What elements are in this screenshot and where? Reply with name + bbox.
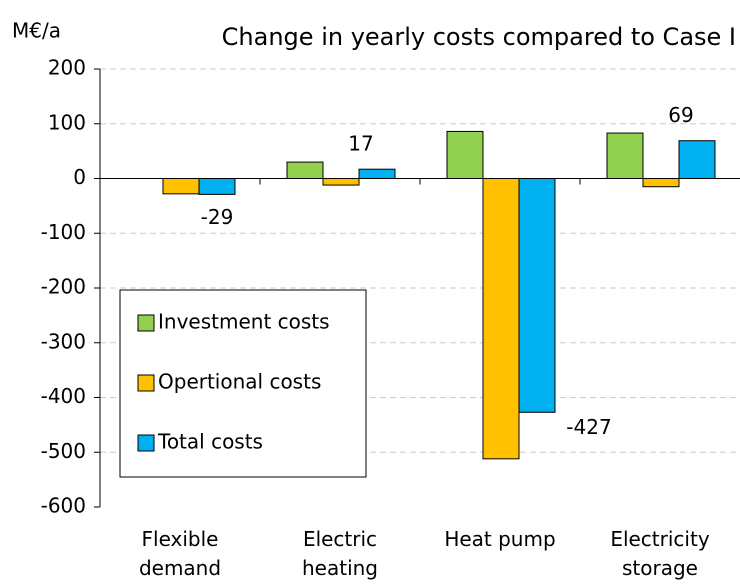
chart-title: Change in yearly costs compared to Case … bbox=[222, 23, 736, 51]
y-tick-label: -100 bbox=[41, 220, 86, 244]
y-tick-label: 0 bbox=[73, 165, 86, 189]
y-tick-label: 200 bbox=[48, 56, 86, 80]
legend-swatch bbox=[137, 374, 155, 392]
legend-label: Opertional costs bbox=[158, 370, 321, 394]
bar bbox=[162, 178, 200, 195]
y-tick-label: -500 bbox=[41, 439, 86, 463]
legend-label: Total costs bbox=[157, 430, 263, 454]
y-tick-label: -400 bbox=[41, 384, 86, 408]
bar bbox=[678, 140, 716, 180]
bar bbox=[446, 130, 484, 179]
bar bbox=[642, 178, 680, 188]
x-tick-label: Electricity storage bbox=[610, 527, 710, 580]
data-label: 17 bbox=[348, 132, 373, 156]
legend-swatch bbox=[137, 434, 155, 452]
data-label: -427 bbox=[566, 415, 611, 439]
x-tick-label: Heat pump bbox=[444, 527, 556, 551]
y-tick-label: -600 bbox=[41, 494, 86, 518]
bar bbox=[322, 178, 360, 186]
legend-swatch bbox=[137, 314, 155, 332]
bar bbox=[518, 178, 556, 413]
legend-box bbox=[119, 289, 367, 478]
data-label: 69 bbox=[668, 103, 693, 127]
bar bbox=[198, 178, 236, 195]
y-tick-label: -300 bbox=[41, 329, 86, 353]
x-tick-label: Electric heating bbox=[301, 527, 378, 580]
legend-label: Investment costs bbox=[158, 310, 330, 334]
x-tick-label: Flexible demand bbox=[138, 527, 222, 580]
y-tick-label: 100 bbox=[48, 110, 86, 134]
bar bbox=[358, 168, 396, 180]
bar bbox=[482, 178, 520, 460]
bar bbox=[606, 132, 644, 179]
y-axis-label: M€/a bbox=[12, 19, 61, 43]
data-label: -29 bbox=[201, 205, 234, 229]
bar bbox=[286, 161, 324, 179]
y-tick-label: -200 bbox=[41, 275, 86, 299]
